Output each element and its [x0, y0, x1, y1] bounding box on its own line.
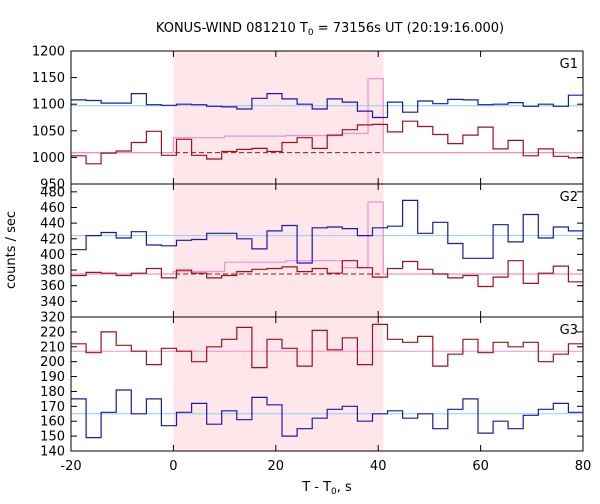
panel-g2-ytick-label: 480 [40, 185, 65, 200]
xtick-label: 60 [472, 459, 489, 474]
panel-g3-ytick-label: 160 [40, 415, 65, 430]
panel-g3-blue-series [71, 389, 583, 439]
panel-g2-model-pink-line [71, 201, 583, 275]
panel-g1-blue-series [71, 93, 583, 119]
panel-g1-ytick-label: 1100 [32, 98, 65, 113]
xtick-label: 20 [268, 459, 285, 474]
panel-g2-red-series [71, 260, 583, 288]
panel-g2-ytick-label: 440 [40, 217, 65, 232]
panel-g3-ytick-label: 210 [40, 340, 65, 355]
xtick-label: 40 [370, 459, 387, 474]
panel-g2-ytick-label: 400 [40, 248, 65, 263]
panel-g3-label: G3 [560, 323, 578, 338]
panel-g2-ytick-label: 380 [40, 264, 65, 279]
panel-g2-ytick-label: 320 [40, 311, 65, 326]
panel-g1-ytick-label: 950 [40, 178, 65, 193]
x-axis-label: T - T0, s [301, 480, 352, 497]
panel-g2-ytick-label: 340 [40, 295, 65, 310]
panel-g2-ytick-label: 460 [40, 201, 65, 216]
panel-g3-ytick-label: 140 [40, 445, 65, 460]
chart-title: KONUS-WIND 081210 T0 = 73156s UT (20:19:… [156, 21, 504, 38]
panel-g3-frame [70, 316, 584, 452]
panel-g3-red-series [71, 323, 583, 369]
panel-g1-ytick-label: 1200 [32, 45, 65, 60]
panel-g2-ytick-label: 420 [40, 232, 65, 247]
panel-g1-ytick-label: 1050 [32, 124, 65, 139]
panel-g2-blue-series [71, 199, 583, 264]
panel-g2-label: G2 [560, 190, 578, 205]
panel-g1-ytick-label: 1000 [32, 151, 65, 166]
burst-interval-shade [173, 51, 384, 451]
panel-g1-label: G1 [560, 57, 578, 72]
panel-g1-model-pink-line [71, 78, 583, 154]
y-axis-label: counts / sec [4, 211, 19, 289]
panel-g1-ytick-label: 1150 [32, 71, 65, 86]
panel-g1-red-series [71, 120, 583, 165]
panel-g3-ytick-label: 170 [40, 400, 65, 415]
panel-g3-ytick-label: 190 [40, 370, 65, 385]
panel-g3-ytick-label: 180 [40, 385, 65, 400]
xtick-label: 80 [575, 459, 592, 474]
xtick-label: -20 [60, 459, 81, 474]
panel-g2-ytick-label: 360 [40, 279, 65, 294]
panel-g3-ytick-label: 200 [40, 355, 65, 370]
panel-g3-ytick-label: 220 [40, 325, 65, 340]
panel-g3-ytick-label: 150 [40, 430, 65, 445]
xtick-label: 0 [169, 459, 177, 474]
